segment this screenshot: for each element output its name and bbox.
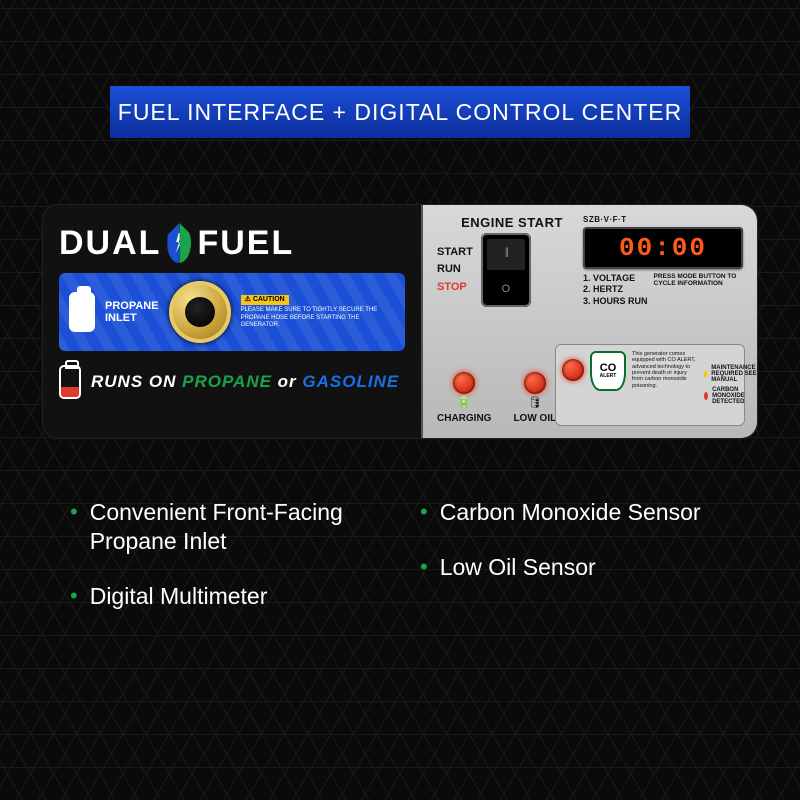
charging-led xyxy=(453,372,475,394)
bullet-item: Digital Multimeter xyxy=(70,582,380,611)
dot-red-icon xyxy=(704,392,708,400)
dot-yellow-icon xyxy=(704,370,707,378)
co-legend: MAINTENANCE REQUIRED SEE MANUAL CARBON M… xyxy=(704,351,760,419)
caution-text: PLEASE MAKE SURE TO TIGHTLY SECURE THE P… xyxy=(241,307,395,329)
runs-on-text: RUNS ON PROPANE or GASOLINE xyxy=(91,372,399,392)
engine-switch-block: START RUN STOP xyxy=(437,233,531,307)
co-badge-bottom: ALERT xyxy=(600,374,617,379)
bullet-item: Carbon Monoxide Sensor xyxy=(420,498,730,527)
lowoil-led xyxy=(524,372,546,394)
propane-label-2: INLET xyxy=(105,312,159,324)
mini-tank-icon xyxy=(59,365,81,399)
bullet-text: Digital Multimeter xyxy=(90,582,268,611)
readout-list: 1. VOLTAGE 2. HERTZ 3. HOURS RUN xyxy=(583,273,648,307)
bullet-text: Carbon Monoxide Sensor xyxy=(440,498,701,527)
header-title-bar: FUEL INTERFACE + DIGITAL CONTROL CENTER xyxy=(110,86,690,138)
bullet-item: Low Oil Sensor xyxy=(420,553,730,582)
indicator-leds: 🔋 CHARGING 🛢 LOW OIL xyxy=(437,372,556,424)
bullets-right: Carbon Monoxide Sensor Low Oil Sensor xyxy=(420,498,730,610)
engine-rocker-switch[interactable] xyxy=(481,233,531,307)
co-left: CO ALERT This generator comes equipped w… xyxy=(562,351,696,419)
switch-label-run: RUN xyxy=(437,261,473,279)
battery-icon: 🔋 xyxy=(457,398,471,409)
lowoil-label: LOW OIL xyxy=(513,413,556,424)
panel-right: ENGINE START START RUN STOP SZB·V·F·T 00… xyxy=(423,205,757,438)
switch-label-stop: STOP xyxy=(437,279,473,297)
caution-tag: ⚠ CAUTION xyxy=(241,295,289,305)
panel-left: DUAL FUEL PROPANE INLET ⚠ CAUTION PLEASE… xyxy=(43,205,423,438)
bullets-left: Convenient Front-Facing Propane Inlet Di… xyxy=(70,498,380,610)
segment-display: 00:00 xyxy=(583,227,743,269)
bullet-text: Low Oil Sensor xyxy=(440,553,596,582)
propane-tank-icon xyxy=(69,292,95,332)
runs-propane: PROPANE xyxy=(182,372,272,391)
co-description: This generator comes equipped with CO AL… xyxy=(632,351,696,389)
switch-label-start: START xyxy=(437,244,473,262)
charging-label: CHARGING xyxy=(437,413,491,424)
logo-word-fuel: FUEL xyxy=(197,224,294,263)
bullet-text: Convenient Front-Facing Propane Inlet xyxy=(90,498,380,556)
lowoil-led-group: 🛢 LOW OIL xyxy=(513,372,556,424)
propane-inlet-label: PROPANE INLET xyxy=(105,300,159,324)
caution-block: ⚠ CAUTION PLEASE MAKE SURE TO TIGHTLY SE… xyxy=(241,295,395,329)
display-header: SZB·V·F·T xyxy=(583,215,743,224)
flame-icon xyxy=(167,223,191,263)
co-shield-icon: CO ALERT xyxy=(590,351,626,391)
runs-gasoline: GASOLINE xyxy=(302,372,399,391)
co-maint-text: MAINTENANCE REQUIRED SEE MANUAL xyxy=(711,365,760,383)
control-panel: DUAL FUEL PROPANE INLET ⚠ CAUTION PLEASE… xyxy=(42,204,758,439)
charging-led-group: 🔋 CHARGING xyxy=(437,372,491,424)
display-value: 00:00 xyxy=(591,233,735,263)
feature-bullets: Convenient Front-Facing Propane Inlet Di… xyxy=(70,498,730,610)
header-title: FUEL INTERFACE + DIGITAL CONTROL CENTER xyxy=(118,99,682,126)
bullet-item: Convenient Front-Facing Propane Inlet xyxy=(70,498,380,556)
runs-or: or xyxy=(272,372,302,391)
press-mode-text: PRESS MODE BUTTON TO CYCLE INFORMATION xyxy=(654,273,743,307)
switch-labels: START RUN STOP xyxy=(437,244,473,297)
propane-label-1: PROPANE xyxy=(105,300,159,312)
co-alert-box: CO ALERT This generator comes equipped w… xyxy=(555,344,745,426)
co-detect-text: CARBON MONOXIDE DETECTED xyxy=(712,387,760,405)
engine-start-title: ENGINE START xyxy=(437,215,587,230)
oil-icon: 🛢 xyxy=(528,398,542,409)
propane-inlet-strip: PROPANE INLET ⚠ CAUTION PLEASE MAKE SURE… xyxy=(59,273,405,351)
dual-fuel-logo: DUAL FUEL xyxy=(59,223,405,263)
digital-display-block: SZB·V·F·T 00:00 1. VOLTAGE 2. HERTZ 3. H… xyxy=(583,215,743,307)
runs-on-row: RUNS ON PROPANE or GASOLINE xyxy=(59,365,405,399)
runs-prefix: RUNS ON xyxy=(91,372,182,391)
co-led xyxy=(562,359,584,381)
propane-port[interactable] xyxy=(169,281,231,343)
logo-word-dual: DUAL xyxy=(59,224,161,263)
